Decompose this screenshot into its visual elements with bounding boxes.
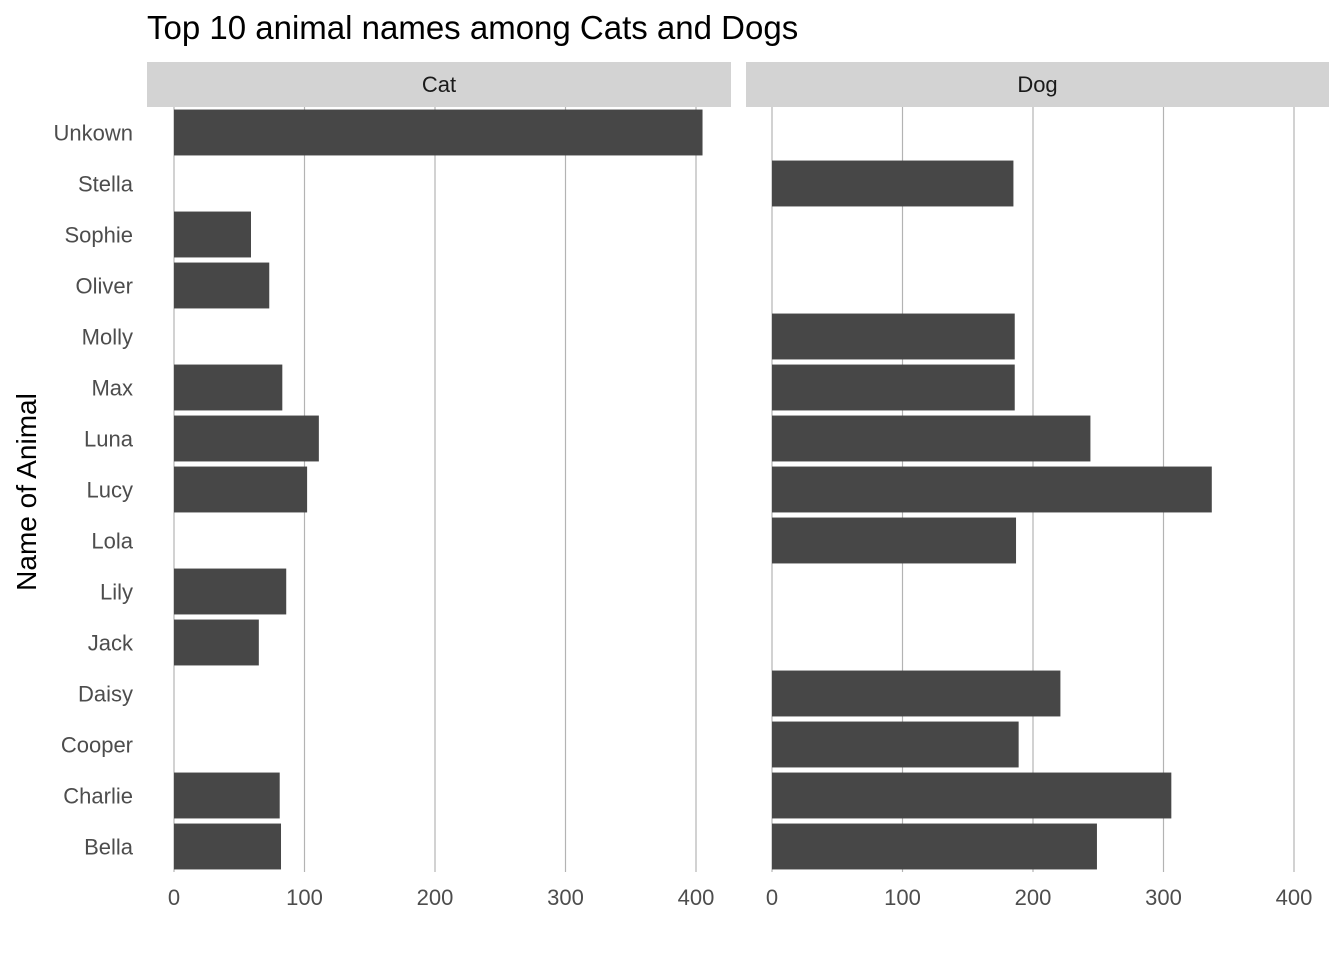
bar-dog-bella: [772, 823, 1097, 870]
category-label: Luna: [84, 427, 134, 452]
category-label: Stella: [78, 172, 134, 197]
facet-strip-label: Cat: [422, 72, 456, 97]
category-label: Lucy: [87, 478, 133, 503]
bar-cat-lily: [174, 568, 287, 615]
x-tick-label: 0: [168, 885, 180, 910]
facet-panels: Cat 0 100 200 300 400 Dog 0 100 200 300 400: [147, 62, 1329, 910]
category-label: Lily: [100, 580, 133, 605]
bar-dog-cooper: [772, 721, 1019, 768]
bar-cat-oliver: [174, 262, 270, 309]
bar-dog-lola: [772, 517, 1017, 564]
bar-dog-daisy: [772, 670, 1061, 717]
x-tick-label: 300: [547, 885, 584, 910]
bar-cat-lucy: [174, 466, 308, 513]
bar-dog-luna: [772, 415, 1091, 462]
bar-dog-lucy: [772, 466, 1212, 513]
category-label: Molly: [82, 325, 133, 350]
category-label: Jack: [88, 631, 134, 656]
chart-title: Top 10 animal names among Cats and Dogs: [147, 9, 798, 46]
facet-strip: [746, 62, 1329, 107]
facet-panel-dog: Dog 0 100 200 300 400: [746, 62, 1329, 910]
bar-dog-molly: [772, 313, 1015, 360]
x-tick-label: 100: [884, 885, 921, 910]
x-tick-label: 0: [766, 885, 778, 910]
bar-cat-bella: [174, 823, 282, 870]
bar-cat-jack: [174, 619, 259, 666]
category-label: Charlie: [63, 784, 133, 809]
facet-panel-cat: Cat 0 100 200 300 400: [147, 62, 731, 910]
x-tick-label: 400: [678, 885, 715, 910]
category-labels: Unkown Stella Sophie Oliver Molly Max Luna Lucy…: [54, 121, 134, 860]
x-tick-label: 100: [286, 885, 323, 910]
facet-strip: [147, 62, 731, 107]
category-label: Lola: [91, 529, 133, 554]
category-label: Daisy: [78, 682, 133, 707]
bar-cat-luna: [174, 415, 319, 462]
x-tick-label: 200: [417, 885, 454, 910]
facet-strip-label: Dog: [1017, 72, 1057, 97]
category-label: Unkown: [54, 121, 133, 146]
bar-cat-sophie: [174, 211, 251, 258]
bar-cat-max: [174, 364, 283, 411]
bar-dog-charlie: [772, 772, 1172, 819]
category-label: Max: [91, 376, 133, 401]
x-tick-label: 200: [1015, 885, 1052, 910]
bar-cat-charlie: [174, 772, 280, 819]
category-label: Oliver: [76, 274, 133, 299]
bar-dog-stella: [772, 160, 1014, 207]
bar-cat-unkown: [174, 109, 703, 156]
category-label: Bella: [84, 835, 134, 860]
bar-dog-max: [772, 364, 1015, 411]
x-tick-label: 300: [1145, 885, 1182, 910]
category-label: Sophie: [64, 223, 133, 248]
category-label: Cooper: [61, 733, 133, 758]
y-axis-label: Name of Animal: [11, 393, 42, 591]
x-tick-label: 400: [1276, 885, 1313, 910]
